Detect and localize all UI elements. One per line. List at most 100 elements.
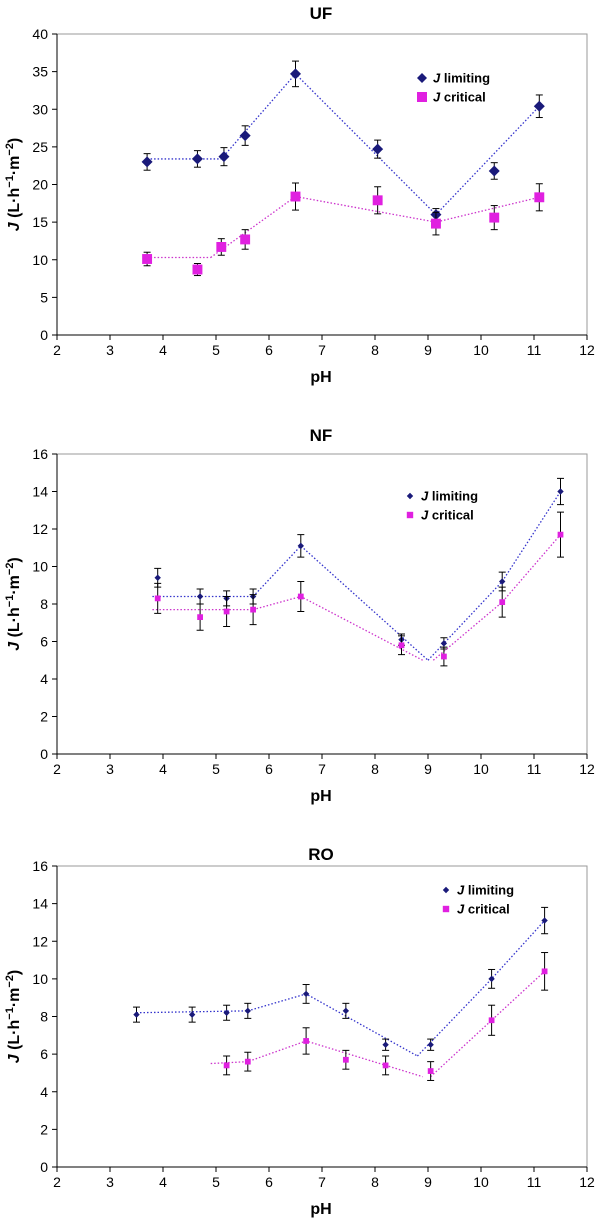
x-tick-label: 8 <box>371 761 379 777</box>
data-point <box>297 593 304 600</box>
fit-line <box>416 920 546 1057</box>
y-tick-label: 2 <box>40 709 48 725</box>
y-tick-label: 14 <box>32 484 48 500</box>
data-point <box>142 254 153 264</box>
data-point <box>196 593 204 600</box>
legend-marker <box>442 905 450 913</box>
x-axis-title: pH <box>310 369 331 386</box>
y-tick-label: 10 <box>32 971 48 987</box>
x-axis-title: pH <box>310 788 331 805</box>
x-tick-label: 7 <box>318 1174 326 1190</box>
data-point <box>223 1009 230 1016</box>
x-tick-label: 9 <box>424 1174 432 1190</box>
y-tick-label: 16 <box>32 446 48 462</box>
y-tick-label: 8 <box>40 1009 48 1025</box>
data-point <box>488 165 500 177</box>
data-point <box>303 1038 309 1044</box>
y-tick-label: 20 <box>32 177 48 193</box>
legend-label: J critical <box>457 902 510 917</box>
data-point <box>223 608 230 615</box>
data-point <box>372 195 383 206</box>
y-tick-label: 14 <box>32 896 48 912</box>
data-point <box>427 1068 434 1074</box>
y-tick-label: 16 <box>32 858 48 874</box>
legend-label: J limiting <box>421 489 478 504</box>
data-point <box>250 606 256 613</box>
data-point <box>216 242 227 252</box>
data-point <box>488 975 495 983</box>
data-point <box>188 1011 196 1018</box>
data-point <box>557 531 564 538</box>
chart-title: UF <box>310 4 333 23</box>
legend: J limiting J critical <box>399 483 511 525</box>
y-tick-label: 6 <box>40 1046 48 1062</box>
x-tick-label: 10 <box>473 1174 489 1190</box>
legend: J limiting J critical <box>411 65 533 109</box>
y-tick-label: 35 <box>32 64 48 80</box>
data-point <box>244 1058 251 1065</box>
x-tick-label: 9 <box>424 761 432 777</box>
y-tick-label: 4 <box>40 1084 48 1100</box>
x-tick-label: 6 <box>265 761 273 777</box>
data-point <box>154 595 161 602</box>
data-point <box>440 640 448 647</box>
y-tick-label: 0 <box>40 746 48 762</box>
x-tick-label: 3 <box>106 1174 114 1190</box>
x-tick-label: 6 <box>265 1174 273 1190</box>
data-point <box>302 990 310 998</box>
data-point <box>290 191 301 202</box>
y-tick-label: 25 <box>32 139 48 155</box>
legend-marker <box>442 886 450 894</box>
y-tick-label: 15 <box>32 214 48 230</box>
data-point <box>342 1056 349 1063</box>
legend-label: J critical <box>421 508 474 523</box>
data-point <box>382 1041 389 1048</box>
legend-label: J limiting <box>457 883 514 898</box>
data-point <box>431 218 441 229</box>
series-j-critical <box>152 511 564 667</box>
fit-line <box>427 491 562 661</box>
data-point <box>427 1041 434 1048</box>
x-tick-label: 11 <box>527 1174 542 1190</box>
chart-uf: UF pH 2 3 4 5 6 7 8 9 10 11 12 0 5 10 15 20 25 30 35 40 J (L… <box>4 4 595 386</box>
x-axis-title: pH <box>310 1201 331 1218</box>
data-point <box>557 488 564 495</box>
legend-box <box>399 483 511 525</box>
data-point <box>499 599 506 606</box>
y-tick-label: 30 <box>32 101 48 117</box>
y-tick-label: 5 <box>40 289 48 305</box>
y-tick-label: 6 <box>40 634 48 650</box>
data-point <box>489 212 500 223</box>
series-j-critical <box>210 952 549 1081</box>
data-point <box>218 151 230 163</box>
legend-box <box>435 877 537 919</box>
y-axis-title: J (L·h−1·m−2) <box>4 557 23 651</box>
x-tick-label: 5 <box>212 761 220 777</box>
y-tick-label: 2 <box>40 1121 48 1137</box>
data-point <box>372 143 384 155</box>
data-point <box>244 1007 251 1015</box>
data-point <box>382 1062 389 1069</box>
data-point <box>398 642 405 649</box>
legend-marker <box>417 73 427 83</box>
legend-marker <box>406 511 414 519</box>
x-tick-label: 8 <box>371 342 379 358</box>
x-tick-label: 7 <box>318 761 326 777</box>
legend-marker <box>417 92 427 102</box>
chart-title: RO <box>308 845 334 864</box>
series-j-critical <box>142 182 545 277</box>
legend: J limiting J critical <box>435 877 537 919</box>
data-point <box>342 1007 350 1015</box>
data-point <box>297 542 304 550</box>
data-point <box>541 917 548 924</box>
x-tick-label: 3 <box>106 342 114 358</box>
series-j-limiting <box>141 60 545 222</box>
x-tick-label: 4 <box>159 342 167 358</box>
legend-label: J critical <box>433 90 486 105</box>
series-j-limiting <box>133 906 549 1057</box>
y-tick-label: 8 <box>40 596 48 612</box>
y-tick-label: 0 <box>40 327 48 343</box>
x-tick-label: 2 <box>53 1174 61 1190</box>
x-tick-label: 5 <box>212 342 220 358</box>
